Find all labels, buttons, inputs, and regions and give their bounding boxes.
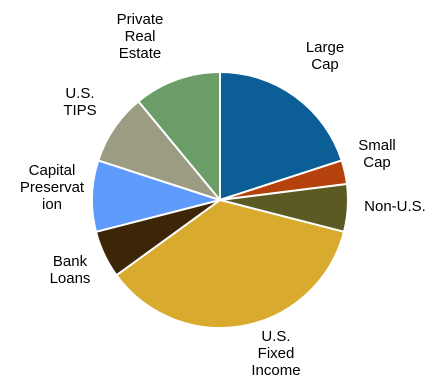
- slice-label-small-cap: Small Cap: [358, 137, 396, 171]
- pie-slice-u-s-fixed-income: [115, 199, 345, 329]
- pie-slice-private-real-estate: [137, 71, 221, 201]
- slice-label-u-s-fixed-income: U.S. Fixed Income: [251, 328, 300, 379]
- slice-label-large-cap: Large Cap: [306, 39, 344, 73]
- slice-label-private-real-estate: Private Real Estate: [117, 11, 164, 62]
- slice-label-non-u-s: Non-U.S.: [364, 198, 426, 215]
- slice-label-bank-loans: Bank Loans: [50, 253, 91, 287]
- slice-label-capital-preservation: Capital Preservat ion: [20, 162, 85, 213]
- pie-labels: Large Cap Small Cap Non-U.S. U.S. Fixed Income B…: [20, 11, 426, 379]
- slice-label-u-s-tips: U.S. TIPS: [63, 85, 96, 119]
- pie-slices: [91, 71, 349, 329]
- pie-slice-large-cap: [219, 71, 343, 201]
